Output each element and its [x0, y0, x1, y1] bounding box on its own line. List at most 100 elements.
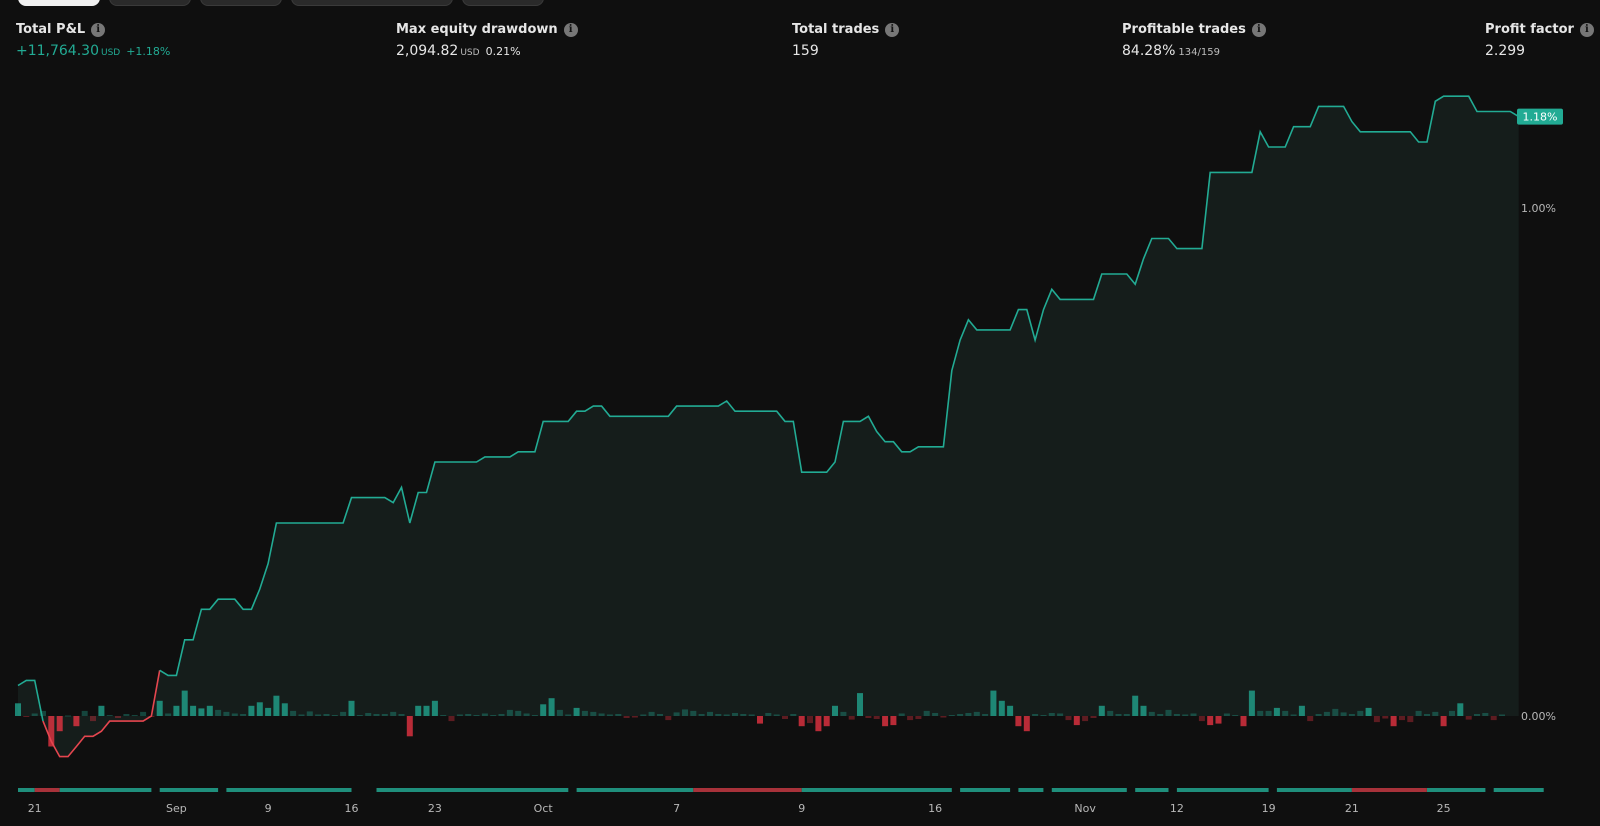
- trade-bar: [982, 714, 989, 716]
- trade-bar: [640, 714, 647, 716]
- metric-value: 84.28% 134/159: [1122, 43, 1266, 59]
- period-strip-negative: [693, 788, 802, 792]
- trade-bar: [1499, 714, 1505, 716]
- info-icon[interactable]: i: [1251, 22, 1266, 37]
- trade-bar: [1173, 714, 1180, 716]
- trade-bar: [465, 714, 472, 716]
- trade-bar: [1065, 716, 1072, 721]
- metric-percent: +1.18%: [126, 45, 171, 58]
- x-tick-label: 9: [265, 802, 272, 815]
- x-tick-label: 19: [1262, 802, 1276, 815]
- trade-bar: [156, 700, 163, 716]
- trade-bar: [56, 716, 63, 732]
- trade-bar: [23, 716, 30, 717]
- trade-bar: [473, 715, 480, 716]
- last-value-label: 1.18%: [1523, 111, 1558, 124]
- trade-bar: [673, 712, 680, 716]
- trade-bar: [315, 714, 322, 716]
- trade-bar: [90, 716, 96, 722]
- equity-area-layer: [18, 96, 1519, 757]
- trade-bar: [506, 709, 513, 716]
- trade-bar: [807, 716, 813, 724]
- info-icon[interactable]: i: [885, 22, 900, 37]
- trade-bar: [1073, 716, 1080, 726]
- last-value-badge: [1517, 108, 1563, 125]
- trade-bar: [381, 714, 388, 716]
- trade-bar: [1240, 716, 1247, 727]
- trade-bar: [1290, 714, 1297, 716]
- trade-bar: [1082, 716, 1089, 722]
- metric-unit: USD: [100, 48, 121, 58]
- trade-bar: [1474, 714, 1480, 716]
- trade-bar: [573, 707, 580, 716]
- trade-bar: [431, 700, 438, 716]
- period-strip-negative: [1351, 788, 1427, 792]
- trade-bar: [565, 714, 572, 716]
- trade-bar: [1490, 716, 1497, 721]
- trade-bar: [1424, 714, 1430, 716]
- trade-bar: [340, 711, 347, 716]
- trade-bar: [865, 716, 872, 718]
- trade-bar: [1465, 716, 1472, 720]
- trade-bar: [1348, 714, 1355, 716]
- period-strip-positive: [1493, 788, 1544, 792]
- trade-bar: [848, 716, 855, 720]
- y-tick-label: 1.00%: [1521, 202, 1556, 215]
- trade-bar: [998, 700, 1005, 716]
- trade-bar: [748, 714, 755, 716]
- trade-bar: [1440, 716, 1447, 727]
- x-tick-label: 21: [28, 802, 42, 815]
- trade-bar: [548, 698, 555, 716]
- period-strip-positive: [1051, 788, 1127, 792]
- trade-bar: [1357, 710, 1364, 716]
- trade-bar: [398, 714, 405, 716]
- period-strip-positive: [18, 788, 35, 792]
- metric-number: 2.299: [1485, 43, 1526, 59]
- trade-bar: [423, 705, 430, 716]
- trade-bar: [1307, 716, 1314, 722]
- trade-bar: [523, 713, 530, 716]
- trade-bar: [240, 714, 247, 716]
- trade-bar: [832, 705, 838, 716]
- trade-bar: [1399, 716, 1405, 721]
- trade-bar: [690, 710, 697, 716]
- trade-bar: [1048, 713, 1055, 716]
- x-tick-label: 12: [1170, 802, 1184, 815]
- trade-bar: [1057, 713, 1064, 716]
- trade-bar: [331, 715, 338, 716]
- trade-bar: [1415, 710, 1422, 716]
- trade-bar: [857, 693, 863, 716]
- trade-bar: [882, 716, 889, 727]
- trade-bar: [481, 713, 488, 716]
- equity-line-negative: [42, 670, 161, 758]
- trade-bar: [757, 716, 763, 724]
- trade-bar: [590, 711, 597, 716]
- trade-bar: [298, 714, 305, 716]
- trade-bar: [140, 711, 147, 716]
- period-strip-positive: [159, 788, 219, 792]
- trade-bar: [1190, 713, 1197, 716]
- metric-value: 159: [792, 43, 899, 59]
- trade-bar: [1298, 705, 1305, 716]
- period-strip-positive: [801, 788, 952, 792]
- trade-bar: [790, 714, 797, 716]
- trade-bar: [1382, 716, 1389, 719]
- info-icon[interactable]: i: [563, 22, 578, 37]
- metric-label: Max equity drawdown: [396, 22, 558, 37]
- metric-value: 2.299: [1485, 43, 1594, 59]
- info-icon[interactable]: i: [91, 22, 106, 37]
- trade-bar: [173, 705, 180, 716]
- trade-bar: [606, 714, 613, 716]
- trade-bar: [973, 711, 980, 716]
- trade-bar: [406, 716, 413, 737]
- trade-bar: [1198, 716, 1205, 722]
- info-icon[interactable]: i: [1579, 22, 1594, 37]
- trade-bar: [1007, 705, 1014, 716]
- trade-bar: [440, 715, 447, 716]
- trade-bar: [1432, 711, 1439, 716]
- trade-bar: [131, 715, 138, 716]
- trade-bar: [248, 705, 255, 716]
- trade-bar: [798, 716, 805, 727]
- trade-bar: [123, 714, 130, 716]
